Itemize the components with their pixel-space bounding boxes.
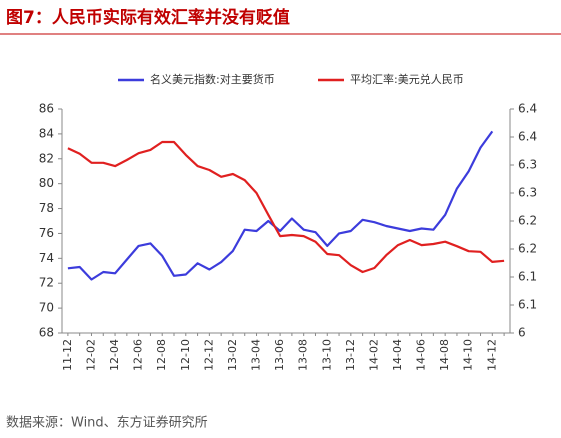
y2-tick-label: 6.4 bbox=[518, 130, 537, 144]
chart-title: 图7：人民币实际有效汇率并没有贬值 bbox=[6, 7, 290, 28]
x-tick-label: 14-10 bbox=[462, 339, 475, 371]
y-tick-label: 76 bbox=[39, 226, 54, 240]
series-line bbox=[67, 130, 494, 281]
y2-tick-label: 6.3 bbox=[518, 186, 537, 200]
x-tick-label: 14-06 bbox=[415, 339, 428, 371]
y2-tick-label: 6.1 bbox=[518, 298, 537, 312]
y-tick-label: 72 bbox=[39, 276, 54, 290]
x-tick-label: 13-04 bbox=[250, 339, 263, 371]
x-tick-label: 13-06 bbox=[273, 339, 286, 371]
x-tick-label: 14-12 bbox=[485, 339, 498, 371]
y-tick-label: 74 bbox=[39, 251, 54, 265]
source: 数据来源：Wind、东方证券研究所 bbox=[6, 415, 208, 431]
series-line bbox=[67, 140, 505, 274]
x-tick-label: 13-08 bbox=[297, 339, 310, 371]
x-tick-label: 14-08 bbox=[438, 339, 451, 371]
y2-tick-label: 6.2 bbox=[518, 214, 537, 228]
x-tick-label: 12-08 bbox=[155, 339, 168, 371]
x-tick-label: 12-10 bbox=[179, 339, 192, 371]
x-tick-label: 14-02 bbox=[367, 339, 380, 371]
legend-label: 名义美元指数:对主要货币 bbox=[150, 72, 275, 86]
y2-tick-label: 6.3 bbox=[518, 158, 537, 172]
y-tick-label: 84 bbox=[39, 126, 54, 140]
y2-tick-label: 6 bbox=[518, 326, 526, 340]
x-tick-label: 11-12 bbox=[61, 339, 74, 371]
x-tick-label: 12-12 bbox=[202, 339, 215, 371]
legend-label: 平均汇率:美元兑人民币 bbox=[350, 72, 464, 86]
y-tick-label: 68 bbox=[39, 326, 54, 340]
y-tick-label: 80 bbox=[39, 176, 54, 190]
y-tick-label: 78 bbox=[39, 201, 54, 215]
x-tick-label: 12-06 bbox=[132, 339, 145, 371]
y-tick-label: 70 bbox=[39, 301, 54, 315]
x-tick-label: 12-02 bbox=[84, 339, 97, 371]
x-tick-label: 12-04 bbox=[108, 339, 121, 371]
y2-tick-label: 6.4 bbox=[518, 102, 537, 116]
x-tick-label: 14-04 bbox=[391, 339, 404, 371]
y-tick-label: 86 bbox=[39, 102, 54, 116]
x-tick-label: 13-10 bbox=[320, 339, 333, 371]
y2-tick-label: 6.2 bbox=[518, 242, 537, 256]
x-tick-label: 13-12 bbox=[344, 339, 357, 371]
y2-tick-label: 6.1 bbox=[518, 270, 537, 284]
x-tick-label: 13-02 bbox=[226, 339, 239, 371]
y-tick-label: 82 bbox=[39, 151, 54, 165]
